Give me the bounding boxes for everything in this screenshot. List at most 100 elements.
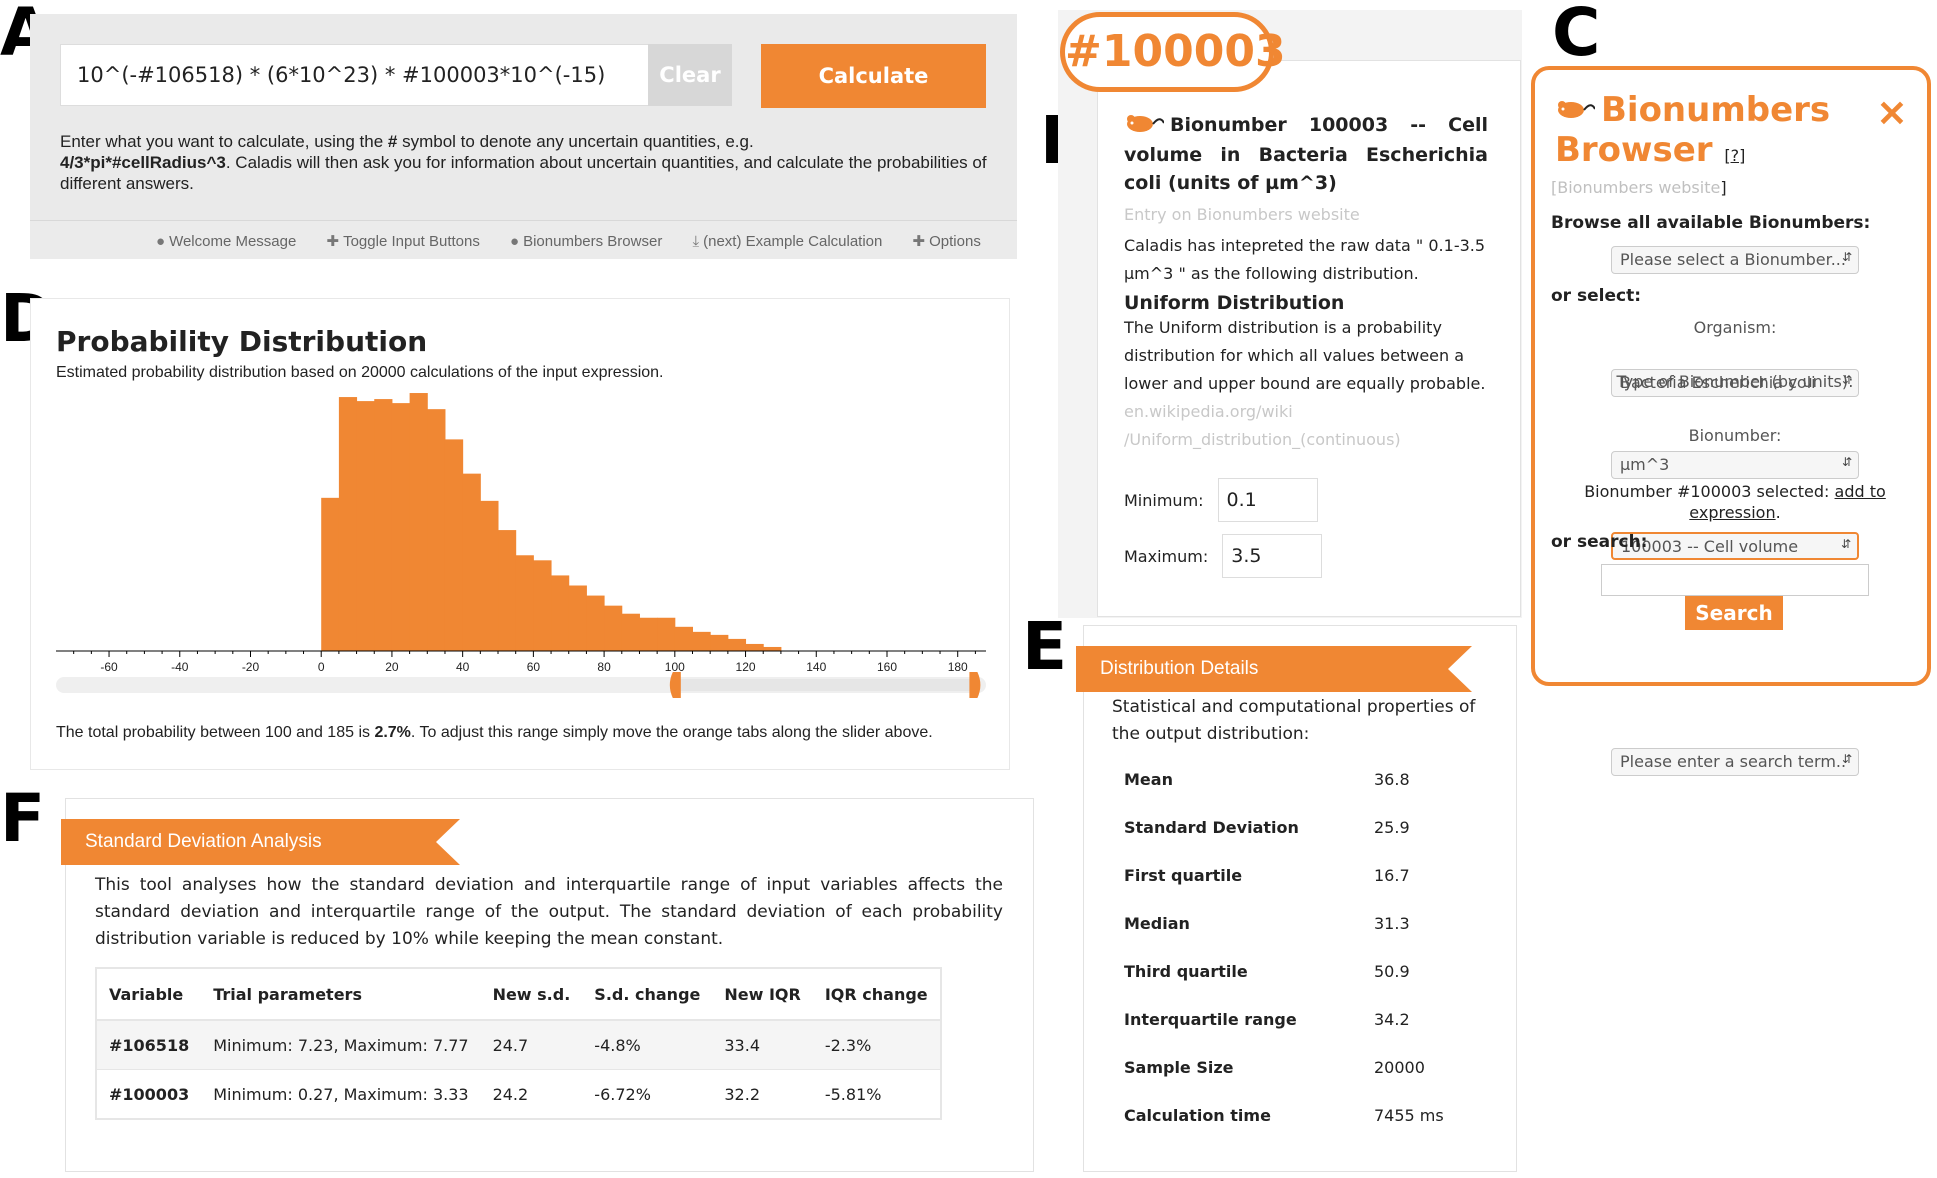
bionumbers-website-link[interactable]: [Bionumbers website]	[1551, 178, 1727, 197]
column-header: Variable	[96, 968, 202, 1021]
search-input[interactable]	[1601, 564, 1869, 596]
wikipedia-link[interactable]: en.wikipedia.org/wiki /Uniform_distribut…	[1124, 398, 1488, 454]
histogram-bar	[692, 631, 711, 651]
wiki-link-line-2: /Uniform_distribution_(continuous)	[1124, 430, 1401, 449]
mouse-icon	[1124, 111, 1165, 141]
or-search-label: or search:	[1551, 532, 1648, 552]
download-icon: ⤓	[692, 233, 700, 250]
maximum-row: Maximum: 3.5	[1124, 534, 1488, 578]
bionumber-label: Bionumber:	[1688, 426, 1782, 445]
bionumber-select-value: Please select a Bionumber...	[1620, 250, 1846, 269]
variable-info-panel: Bionumber 100003 -- Cell volume in Bacte…	[1097, 60, 1521, 617]
organism-select[interactable]: Bacteria Escherichia coli ⇵	[1611, 369, 1859, 397]
panel-label-f: F	[0, 780, 46, 857]
toolbar-options[interactable]: ✚ Options	[913, 233, 981, 250]
variable-title-text: Bionumber 100003 -- Cell volume in Bacte…	[1124, 114, 1488, 194]
histogram-bar	[462, 473, 481, 651]
browser-title: Bionumbers Browser [?]	[1555, 88, 1830, 176]
distribution-details-panel: Distribution Details Statistical and com…	[1076, 625, 1517, 1172]
table-row: #100003 Minimum: 0.27, Maximum: 3.33 24.…	[96, 1069, 941, 1120]
calculator-toolbar: ● Welcome Message ✚ Toggle Input Buttons ●…	[156, 232, 1007, 250]
expression-input[interactable]	[60, 44, 650, 106]
probability-distribution-panel: Probability Distribution Estimated proba…	[30, 298, 1010, 770]
histogram-bar	[710, 634, 729, 651]
stat-value: 25.9	[1374, 818, 1410, 837]
histogram-bar	[391, 403, 411, 651]
selected-info: Bionumber #100003 selected: add to expres…	[1584, 482, 1886, 522]
bionumber-value-select[interactable]: 100003 -- Cell volume ⇵	[1611, 532, 1859, 560]
add-to-expression-link[interactable]: add to expression	[1689, 482, 1886, 522]
mouse-icon	[1555, 88, 1596, 128]
instructions-hash: #	[387, 132, 398, 151]
calculator-input-area: Clear Calculate Enter what you want to c…	[30, 14, 1017, 221]
histogram-chart: -60 -40 -20 0 20 40 60 80 100 120 140 160 180	[56, 393, 986, 698]
table-header-row: Variable Trial parameters New s.d. S.d. …	[96, 968, 941, 1021]
stat-value: 31.3	[1374, 914, 1410, 933]
histogram-bar	[338, 397, 358, 651]
close-icon[interactable]: ✕	[1876, 93, 1907, 134]
stat-value: 20000	[1374, 1058, 1425, 1077]
stat-label: Mean	[1124, 770, 1173, 789]
histogram-bar	[568, 585, 587, 651]
toolbar-example-calculation[interactable]: ⤓ (next) Example Calculation	[692, 233, 882, 250]
toolbar-label: Bionumbers Browser	[523, 233, 663, 250]
browser-title-line-1: Bionumbers	[1601, 90, 1831, 130]
stat-label: Interquartile range	[1124, 1010, 1297, 1029]
distribution-title: Probability Distribution	[56, 325, 428, 358]
select-arrows-icon: ⇵	[1840, 537, 1851, 551]
table-row: #106518 Minimum: 7.23, Maximum: 7.77 24.…	[96, 1020, 941, 1070]
toolbar-welcome-message[interactable]: ● Welcome Message	[156, 233, 296, 250]
stat-value: 50.9	[1374, 962, 1410, 981]
histogram-bar	[444, 439, 464, 651]
clear-button[interactable]: Clear	[648, 44, 732, 106]
stat-value: 36.8	[1374, 770, 1410, 789]
histogram-bar	[515, 555, 534, 651]
toolbar-label: (next) Example Calculation	[703, 233, 883, 250]
x-tick-label: 140	[806, 660, 826, 674]
histogram-bar	[745, 643, 764, 651]
stat-value: 7455 ms	[1374, 1106, 1444, 1125]
table-cell: #100003	[96, 1069, 202, 1120]
organism-select-value: Bacteria Escherichia coli	[1620, 373, 1816, 392]
calculate-button[interactable]: Calculate	[761, 44, 986, 108]
instructions-part-3: . Caladis will then ask you for informat…	[60, 153, 987, 193]
select-arrows-icon: ⇵	[1841, 373, 1852, 387]
toolbar-label: Welcome Message	[169, 233, 297, 250]
distribution-footer: The total probability between 100 and 18…	[56, 724, 933, 742]
or-select-label: or select:	[1551, 286, 1641, 306]
instructions-text: Enter what you want to calculate, using …	[60, 131, 990, 194]
histogram-bar	[763, 646, 782, 651]
toolbar-bionumbers-browser[interactable]: ● Bionumbers Browser	[510, 233, 662, 250]
x-tick-label: 40	[456, 660, 470, 674]
search-results-select[interactable]: Please enter a search term.. ⇵	[1611, 748, 1859, 776]
table-cell: -6.72%	[582, 1069, 713, 1120]
minimum-input[interactable]: 0.1	[1217, 478, 1318, 522]
stat-label: First quartile	[1124, 866, 1243, 885]
instructions-example: 4/3*pi*#cellRadius^3	[60, 153, 226, 172]
bionumbers-entry-link[interactable]: Entry on Bionumbers website	[1124, 205, 1360, 224]
website-link-text: Bionumbers website	[1557, 178, 1721, 197]
help-link[interactable]: [?]	[1724, 146, 1746, 165]
type-select[interactable]: µm^3 ⇵	[1611, 451, 1859, 479]
sd-analysis-header: Standard Deviation Analysis	[61, 819, 460, 865]
distribution-description: The Uniform distribution is a probabilit…	[1124, 318, 1486, 393]
footer-text-2: . To adjust this range simply move the o…	[410, 724, 933, 741]
details-header: Distribution Details	[1076, 646, 1472, 692]
column-header: New s.d.	[480, 968, 583, 1021]
maximum-input[interactable]: 3.5	[1222, 534, 1323, 578]
search-results-value: Please enter a search term..	[1620, 752, 1847, 771]
stat-label: Standard Deviation	[1124, 818, 1299, 837]
table-cell: -2.3%	[812, 1020, 941, 1070]
organism-label: Organism:	[1693, 318, 1777, 337]
variable-id-badge: #100003	[1060, 12, 1286, 92]
details-description: Statistical and computational properties…	[1112, 697, 1476, 744]
bionumber-select[interactable]: Please select a Bionumber... ⇵	[1611, 246, 1859, 274]
search-button[interactable]: Search	[1685, 596, 1783, 630]
speech-bubble-icon: ●	[156, 233, 166, 250]
interpretation-text: Caladis has intepreted the raw data " 0.…	[1124, 236, 1486, 283]
histogram-bar	[409, 393, 428, 651]
x-tick-label: 60	[527, 660, 541, 674]
x-tick-label: -40	[171, 660, 189, 674]
browser-title-line-2: Browser	[1555, 130, 1713, 170]
toolbar-toggle-input-buttons[interactable]: ✚ Toggle Input Buttons	[327, 233, 480, 250]
